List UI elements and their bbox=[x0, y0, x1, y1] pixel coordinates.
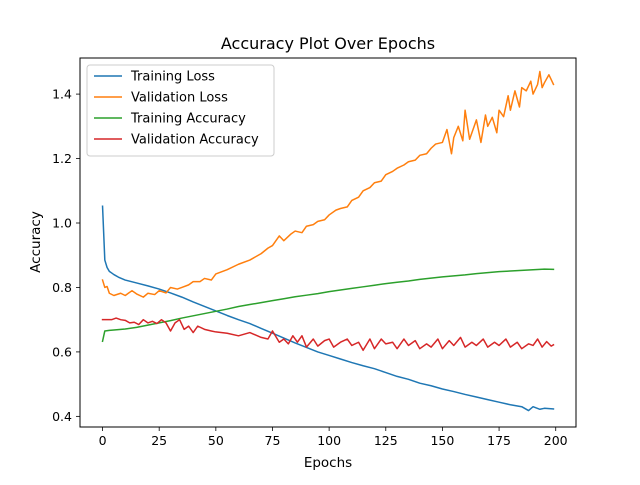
series-layer bbox=[101, 70, 555, 412]
legend-box bbox=[86, 64, 275, 157]
y-tick-label: 1.4 bbox=[52, 87, 72, 102]
series-line-1 bbox=[101, 70, 555, 298]
legend-label-0: Training Loss bbox=[130, 70, 215, 85]
series-line-0 bbox=[101, 205, 555, 412]
series-line-3 bbox=[101, 317, 555, 352]
y-tick-label: 0.4 bbox=[52, 409, 72, 424]
x-tick-label: 75 bbox=[265, 433, 281, 448]
legend-label-3: Validation Accuracy bbox=[131, 133, 259, 148]
x-tick-label: 150 bbox=[430, 433, 454, 448]
x-tick-label: 200 bbox=[544, 433, 568, 448]
y-axis-label: Accuracy bbox=[28, 211, 44, 273]
plot-frame bbox=[79, 57, 577, 428]
x-tick-label: 0 bbox=[99, 433, 107, 448]
series-line-2 bbox=[101, 268, 555, 343]
x-tick-label: 175 bbox=[487, 433, 511, 448]
legend-label-2: Training Accuracy bbox=[130, 112, 246, 127]
x-tick-label: 100 bbox=[317, 433, 341, 448]
ticks-layer: 0 25 50 75 100 125 150 175 200 0.4 0.6 0.8 1.0 1.2 1.4 bbox=[52, 87, 568, 448]
chart-title: Accuracy Plot Over Epochs bbox=[221, 34, 435, 53]
y-tick-label: 0.8 bbox=[52, 280, 72, 295]
legend: Training Loss Validation Loss Training Acc… bbox=[86, 64, 275, 157]
y-tick-label: 0.6 bbox=[52, 344, 72, 359]
y-tick-label: 1.2 bbox=[52, 151, 72, 166]
legend-label-1: Validation Loss bbox=[131, 91, 228, 106]
x-tick-label: 25 bbox=[151, 433, 167, 448]
y-tick-label: 1.0 bbox=[52, 216, 72, 231]
x-tick-label: 125 bbox=[374, 433, 398, 448]
x-tick-label: 50 bbox=[208, 433, 224, 448]
x-axis-label: Epochs bbox=[304, 455, 352, 471]
